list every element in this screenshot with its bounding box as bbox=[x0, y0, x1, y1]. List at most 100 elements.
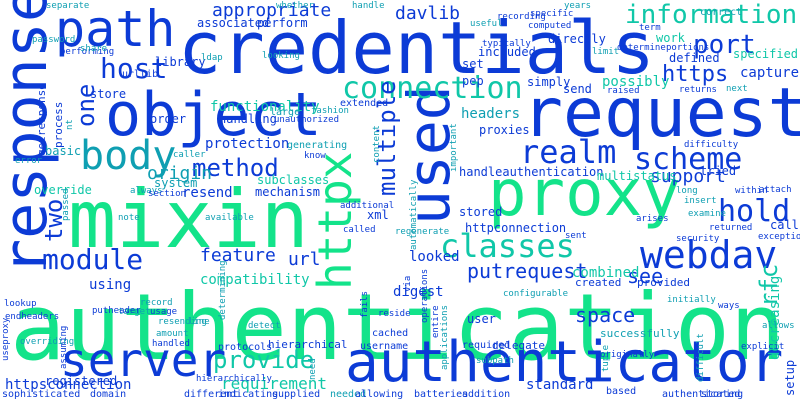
word: operations bbox=[420, 268, 430, 323]
word: correct bbox=[700, 7, 743, 18]
word: subpath bbox=[476, 356, 514, 366]
word: long bbox=[676, 186, 698, 196]
word: additional bbox=[340, 201, 395, 211]
word: xml bbox=[367, 208, 389, 222]
word: putheader bbox=[92, 306, 141, 316]
word: record bbox=[140, 298, 173, 308]
word: call bbox=[770, 218, 799, 232]
word: ldap bbox=[201, 53, 223, 63]
word: based bbox=[606, 386, 637, 397]
word: separate bbox=[46, 1, 90, 11]
word: overriding bbox=[20, 337, 75, 347]
word: https bbox=[662, 62, 729, 87]
word: authenticated bbox=[662, 389, 741, 400]
word: storing bbox=[701, 389, 744, 400]
word: system bbox=[154, 176, 198, 190]
word: different bbox=[184, 389, 239, 400]
word: module bbox=[42, 243, 144, 276]
word: url bbox=[288, 249, 321, 270]
word: host bbox=[100, 52, 168, 85]
word: provide bbox=[213, 346, 315, 374]
word: path bbox=[55, 0, 176, 58]
word: feature bbox=[200, 245, 276, 266]
word: basic bbox=[45, 144, 82, 158]
word: useproxy bbox=[1, 317, 11, 361]
word: difficulty bbox=[684, 140, 739, 150]
word: space bbox=[575, 303, 636, 327]
word: subclasses bbox=[257, 173, 330, 187]
word: combined bbox=[572, 265, 640, 281]
word: specific bbox=[530, 9, 574, 19]
word: connection bbox=[342, 71, 523, 106]
word: appropriate bbox=[212, 0, 332, 21]
word: domain bbox=[90, 389, 127, 400]
word: passed bbox=[61, 188, 71, 221]
word: information bbox=[625, 0, 798, 30]
word: required bbox=[462, 340, 511, 351]
word: automatically bbox=[409, 179, 419, 250]
word: determine bbox=[617, 43, 666, 53]
word: useful bbox=[470, 19, 503, 29]
word: returns bbox=[679, 85, 717, 95]
word: mechanism bbox=[255, 185, 321, 199]
word: explicit bbox=[741, 342, 785, 352]
word: computed bbox=[528, 21, 572, 31]
word: tried bbox=[700, 164, 737, 178]
word: included bbox=[478, 45, 536, 59]
word: hold bbox=[718, 194, 791, 229]
word: large bbox=[270, 107, 301, 118]
word: sophisticated bbox=[2, 389, 81, 400]
word: headers bbox=[461, 106, 521, 122]
word: next bbox=[726, 84, 748, 94]
word: library bbox=[155, 55, 206, 69]
word: username bbox=[360, 341, 409, 352]
word: successfully bbox=[600, 327, 680, 340]
word: amount bbox=[156, 329, 189, 339]
word: allows bbox=[762, 321, 795, 331]
word: content bbox=[372, 125, 382, 163]
word: available bbox=[205, 213, 254, 223]
word: support bbox=[650, 166, 726, 187]
word: performing bbox=[60, 47, 115, 57]
word: configurable bbox=[503, 289, 569, 299]
word: lookup bbox=[4, 299, 37, 309]
word: override bbox=[34, 183, 92, 197]
word: capture bbox=[740, 65, 800, 81]
word: hierarchical bbox=[268, 338, 348, 351]
word: see bbox=[627, 264, 664, 288]
word: usage bbox=[150, 307, 178, 317]
word: limit bbox=[592, 47, 620, 57]
word: object bbox=[105, 80, 322, 150]
word: handled bbox=[152, 339, 190, 349]
word: always bbox=[130, 186, 163, 196]
word: delegate bbox=[492, 339, 545, 352]
word: examine bbox=[688, 209, 726, 219]
word: typically bbox=[482, 39, 531, 49]
word: important bbox=[449, 123, 459, 172]
word: webdav bbox=[640, 233, 778, 277]
word: within bbox=[735, 186, 768, 196]
word: recording bbox=[497, 12, 546, 22]
word: handle bbox=[352, 1, 385, 11]
word: nt bbox=[65, 119, 75, 130]
word: years bbox=[564, 1, 592, 11]
word: method bbox=[192, 154, 279, 182]
word: line bbox=[188, 317, 210, 327]
word: sent bbox=[565, 231, 587, 241]
word: functionality bbox=[210, 99, 320, 115]
word: note bbox=[118, 213, 140, 223]
word: work bbox=[656, 31, 685, 45]
word: indicating bbox=[218, 389, 279, 400]
word: target bbox=[118, 307, 151, 317]
word: standard bbox=[526, 377, 594, 393]
word: davlib bbox=[395, 3, 461, 24]
word: endheaders bbox=[5, 312, 60, 322]
word: called bbox=[343, 225, 376, 235]
word: arises bbox=[636, 214, 669, 224]
word: handling bbox=[219, 112, 277, 126]
word: originally bbox=[600, 350, 655, 360]
word: caller bbox=[173, 150, 206, 160]
word: difficult bbox=[696, 333, 706, 382]
word: password bbox=[32, 35, 76, 45]
word: using bbox=[89, 277, 132, 293]
